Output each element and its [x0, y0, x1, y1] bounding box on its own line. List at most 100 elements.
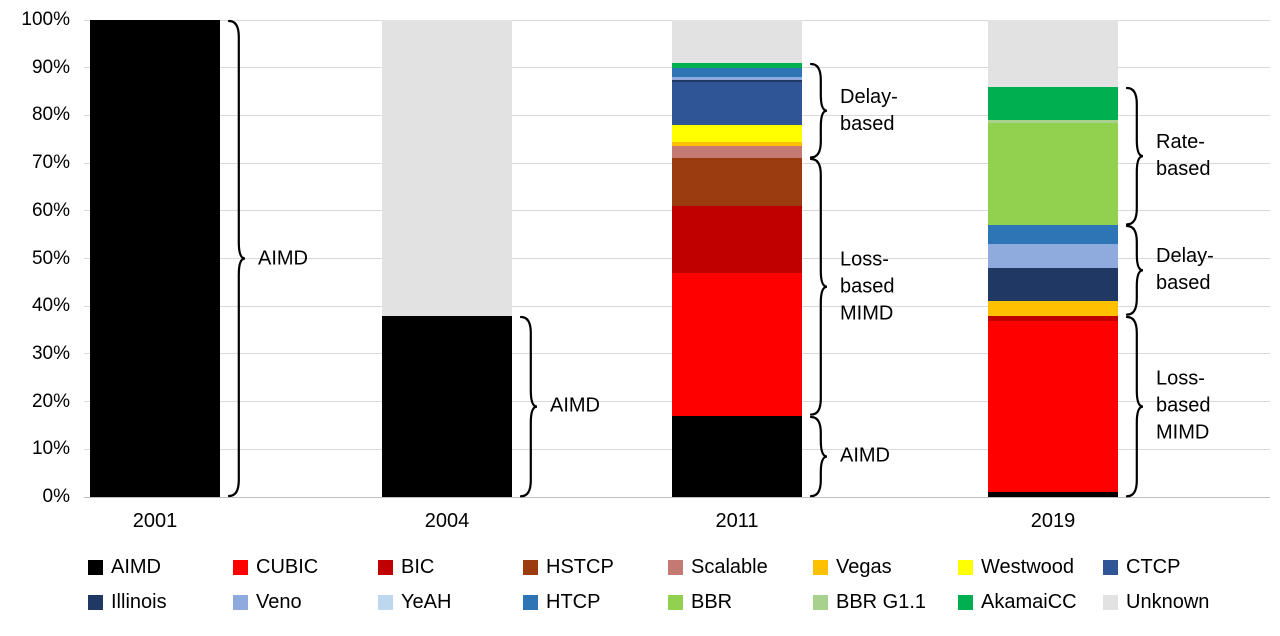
legend-item-scalable: Scalable — [668, 556, 813, 579]
y-axis: 0% 10% 20% 30% 40% 50% 60% 70% 80% 90% 100% — [0, 9, 76, 507]
segment-2011-cubic — [672, 272, 802, 416]
segment-2011-veno — [672, 77, 802, 80]
annotation-line: Loss- — [840, 248, 889, 271]
annotation-line: Loss- — [1156, 367, 1205, 390]
segment-2011-akamaicc — [672, 63, 802, 68]
y-tick-label: 0% — [42, 486, 70, 507]
legend-item-veno: Veno — [233, 591, 378, 614]
segment-2019-akamaicc — [988, 86, 1118, 121]
legend-item-ctcp: CTCP — [1103, 556, 1248, 579]
brace-annotation — [519, 315, 538, 498]
y-tick-label: 20% — [31, 390, 70, 412]
legend-item-aimd: AIMD — [88, 556, 233, 579]
annotation-line: Delay- — [840, 85, 898, 108]
legend-swatch-scalable — [668, 560, 683, 575]
legend-label: AkamaiCC — [981, 591, 1077, 613]
x-tick-label: 2001 — [132, 510, 178, 532]
annotation-line: MIMD — [1156, 421, 1210, 444]
legend-label: Unknown — [1126, 591, 1210, 613]
x-tick-label: 2011 — [715, 510, 759, 532]
y-tick-label: 70% — [31, 152, 70, 174]
y-tick-label: 50% — [31, 247, 70, 269]
bar-2004 — [382, 20, 512, 497]
legend-item-westwood: Westwood — [958, 556, 1103, 579]
legend-swatch-ctcp — [1103, 560, 1118, 575]
legend-item-yeah: YeAH — [378, 591, 523, 614]
legend-swatch-westwood — [958, 560, 973, 575]
segment-2011-hstcp — [672, 158, 802, 207]
legend-swatch-bbr — [668, 595, 683, 610]
legend-label: CTCP — [1126, 556, 1181, 578]
bar-2001 — [90, 20, 220, 497]
segment-2011-unknown — [672, 20, 802, 64]
brace-annotation — [1125, 86, 1144, 226]
annotation-line: based — [1156, 394, 1211, 417]
gridline — [84, 19, 1270, 21]
legend-swatch-cubic — [233, 560, 248, 575]
legend-swatch-bbr-g1-1 — [813, 595, 828, 610]
segment-2019-bbr — [988, 122, 1118, 226]
legend-label: Illinois — [111, 591, 167, 613]
brace-annotation — [1125, 315, 1144, 498]
annotation-line: AIMD — [258, 247, 308, 269]
annotation-label: Delay-based — [840, 84, 898, 138]
brace-annotation — [227, 19, 246, 498]
segment-2019-vegas — [988, 301, 1118, 316]
segment-2019-illinois — [988, 268, 1118, 302]
y-tick-label: 10% — [31, 438, 70, 460]
legend-swatch-akamaicc — [958, 595, 973, 610]
annotations-layer: AIMD AIMD Delay-based Loss-based MIMD AIMD Rat… — [84, 19, 1270, 498]
legend-swatch-vegas — [813, 560, 828, 575]
legend-item-bbr-g1-1: BBR G1.1 — [813, 591, 958, 614]
legend-swatch-aimd — [88, 560, 103, 575]
legend-label: BBR — [691, 591, 733, 613]
y-tick-label: 60% — [31, 199, 70, 221]
legend-label: Scalable — [691, 556, 768, 578]
segment-2011-bic — [672, 206, 802, 273]
segment-2011-westwood — [672, 125, 802, 142]
segment-2001-aimd — [90, 20, 220, 497]
y-tick-label: 80% — [31, 104, 70, 126]
legend-label: CUBIC — [256, 556, 319, 578]
brace-annotation — [809, 158, 828, 417]
segment-2019-cubic — [988, 320, 1118, 493]
legend-item-illinois: Illinois — [88, 591, 233, 614]
legend-item-hstcp: HSTCP — [523, 556, 668, 579]
segment-2011-vegas — [672, 141, 802, 147]
legend-item-bbr: BBR — [668, 591, 813, 614]
legend-item-htcp: HTCP — [523, 591, 668, 614]
annotation-line: based — [1156, 157, 1211, 180]
legend-label: Veno — [256, 591, 302, 613]
legend-label: Westwood — [981, 556, 1075, 578]
annotation-label: Loss-based MIMD — [840, 247, 895, 328]
segment-2019-veno — [988, 244, 1118, 269]
annotation-line: MIMD — [840, 302, 894, 325]
brace-annotation — [809, 415, 828, 498]
bar-2019 — [988, 20, 1118, 497]
legend-item-akamaicc: AkamaiCC — [958, 591, 1103, 614]
segment-2019-aimd — [988, 492, 1118, 497]
annotation-line: based — [840, 275, 895, 298]
annotation-line: AIMD — [550, 394, 600, 417]
segment-2011-scalable — [672, 146, 802, 159]
legend-swatch-bic — [378, 560, 393, 575]
legend-swatch-hstcp — [523, 560, 538, 575]
legend-item-cubic: CUBIC — [233, 556, 378, 579]
annotation-line: Rate- — [1156, 130, 1205, 153]
annotation-label: AIMD — [550, 393, 600, 420]
segment-2019-bbr-g1-1 — [988, 120, 1118, 123]
annotation-line: AIMD — [840, 444, 890, 467]
bars-layer — [84, 20, 1270, 497]
legend-label: AIMD — [111, 556, 161, 578]
segment-2004-unknown — [382, 20, 512, 316]
annotation-label: AIMD — [258, 245, 308, 272]
x-tick-label: 2019 — [1030, 510, 1076, 532]
legend-label: HTCP — [546, 591, 601, 613]
annotation-line: based — [840, 112, 895, 135]
y-tick-label: 100% — [21, 9, 70, 30]
segment-2011-aimd — [672, 415, 802, 497]
legend-swatch-veno — [233, 595, 248, 610]
x-axis-line — [84, 496, 1270, 498]
annotation-label: AIMD — [840, 443, 890, 470]
